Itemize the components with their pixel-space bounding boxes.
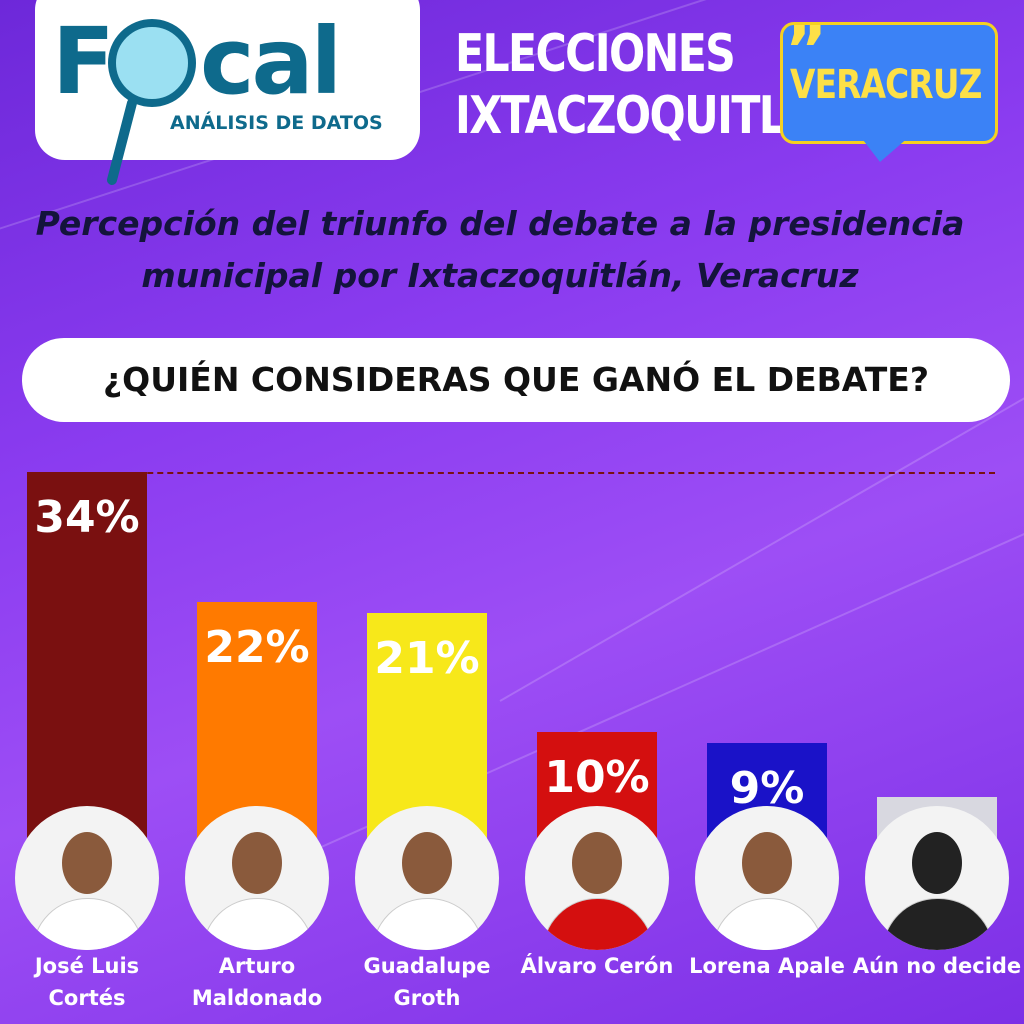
- photo-head: [912, 832, 962, 894]
- candidate-photo: [185, 806, 329, 950]
- photo-body: [202, 898, 314, 950]
- value-label: 9%: [729, 762, 805, 814]
- value-label: 22%: [204, 621, 310, 673]
- photo-head: [742, 832, 792, 894]
- photo-body: [32, 898, 144, 950]
- bar: [197, 601, 317, 840]
- candidate-photo: [865, 806, 1009, 950]
- category-label: Álvaro Cerón: [520, 954, 674, 978]
- bar: [367, 612, 487, 840]
- candidate-photo: [695, 806, 839, 950]
- badge-mark: ”: [785, 14, 828, 88]
- logo-letter: F: [52, 8, 115, 115]
- badge-text: VERACRUZ: [790, 62, 982, 108]
- photo-body: [372, 898, 484, 950]
- photo-body: [542, 898, 654, 950]
- category-label: Lorena Apale: [689, 954, 845, 978]
- photo-head: [62, 832, 112, 894]
- value-label: 10%: [544, 751, 650, 803]
- value-label: 21%: [374, 632, 480, 684]
- photo-body: [882, 898, 994, 950]
- category-label: José Luis Cortés: [34, 954, 140, 1010]
- candidate-photo: [525, 806, 669, 950]
- category-label: Aún no decide: [852, 954, 1022, 978]
- logo-box: [35, 0, 420, 160]
- value-label: 34%: [34, 492, 140, 543]
- photo-head: [402, 832, 452, 894]
- logo-magnifier: [107, 19, 196, 185]
- category-label: Guadalupe Groth: [363, 954, 491, 1010]
- candidate-photo: [355, 806, 499, 950]
- chart-title: Percepción del triunfo del debate a la p…: [35, 204, 965, 295]
- photo-head: [572, 832, 622, 894]
- candidate-photo: [15, 806, 159, 950]
- question: ¿QUIÉN CONSIDERAS QUE GANÓ EL DEBATE?: [103, 360, 929, 399]
- logo-tagline: ANÁLISIS DE DATOS: [170, 112, 383, 134]
- header-line: ELECCIONES: [455, 24, 736, 84]
- photo-body: [712, 898, 824, 950]
- question-pill: [22, 338, 1010, 422]
- reference-line: [27, 472, 995, 474]
- logo-text: cal: [200, 8, 342, 115]
- bar: [27, 472, 147, 840]
- category-label: Arturo Maldonado: [191, 954, 323, 1010]
- badge-tail: [860, 136, 910, 162]
- photo-head: [232, 832, 282, 894]
